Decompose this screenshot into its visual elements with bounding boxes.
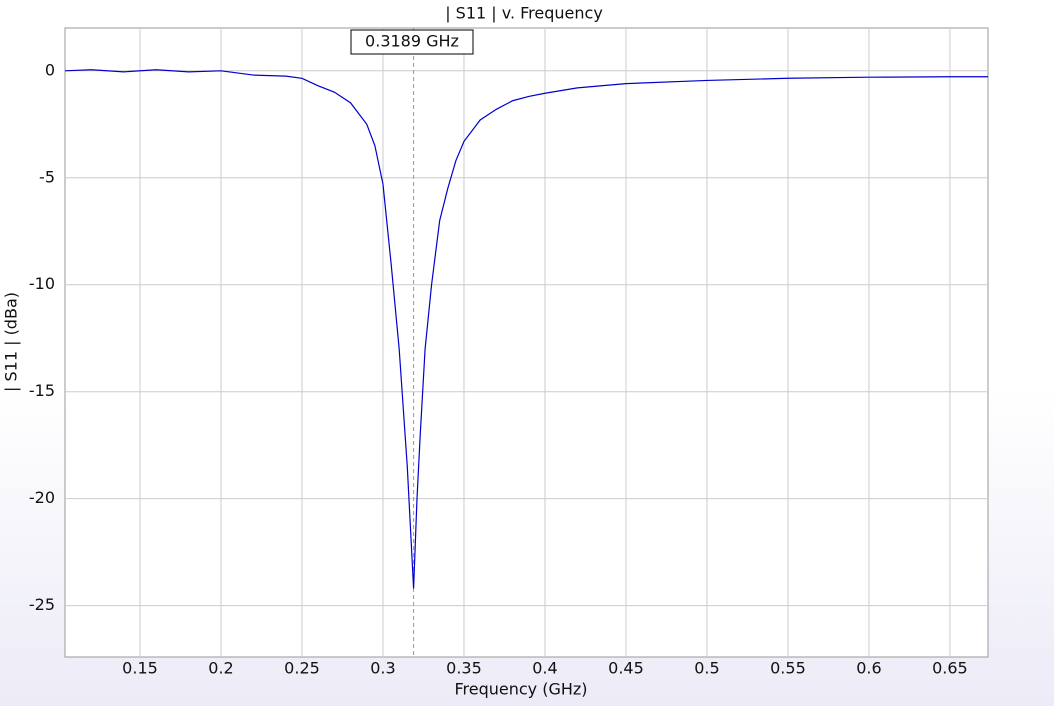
x-tick-label: 0.65: [932, 659, 968, 678]
x-tick-label: 0.3: [370, 659, 395, 678]
x-tick-label: 0.2: [208, 659, 233, 678]
y-tick-label: -15: [29, 381, 55, 400]
chart-title: | S11 | v. Frequency: [445, 4, 603, 23]
y-tick-label: -5: [39, 167, 55, 186]
x-tick-label: 0.35: [446, 659, 482, 678]
data-line: [64, 69, 988, 589]
plot-area: [64, 27, 989, 658]
x-tick-label: 0.4: [532, 659, 557, 678]
x-tick-label: 0.6: [856, 659, 881, 678]
y-tick-label: 0: [45, 60, 55, 79]
x-axis-label: Frequency (GHz): [454, 680, 587, 699]
x-tick-label: 0.25: [284, 659, 320, 678]
marker-label: 0.3189 GHz: [365, 32, 459, 51]
y-tick-label: -20: [29, 488, 55, 507]
x-tick-label: 0.45: [608, 659, 644, 678]
x-tick-label: 0.5: [694, 659, 719, 678]
marker-box: [350, 29, 474, 55]
y-tick-label: -10: [29, 274, 55, 293]
y-tick-label: -25: [29, 595, 55, 614]
x-tick-label: 0.55: [770, 659, 806, 678]
x-tick-label: 0.15: [122, 659, 158, 678]
y-axis-label: | S11 | (dBa): [2, 292, 21, 392]
